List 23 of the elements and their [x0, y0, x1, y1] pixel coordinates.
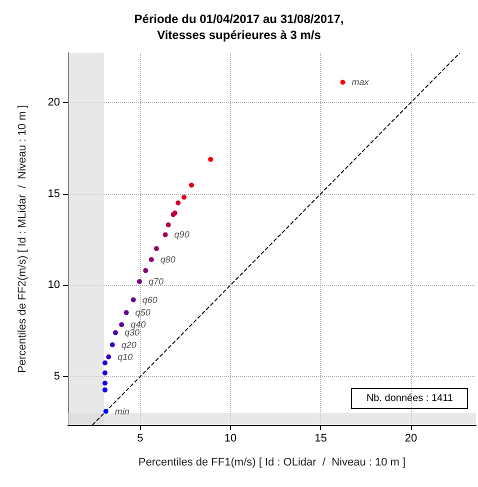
annotation: q60	[142, 294, 158, 305]
y-tick-label: 5	[54, 370, 60, 383]
annotation: q30	[124, 328, 140, 338]
annotation: max	[352, 77, 370, 88]
annotation: q50	[135, 308, 150, 318]
annotation: Nb. données : 1411	[351, 388, 468, 409]
x-tick-label: 15	[314, 432, 327, 444]
annotation: q80	[160, 254, 176, 265]
x-tick-label: 5	[137, 432, 144, 444]
x-axis-title: Percentiles de FF1(m/s) [ Id : OLidar / Niveau : 10 m ]	[138, 456, 406, 468]
annotation: min	[114, 406, 130, 416]
x-tick-label: 10	[224, 432, 237, 444]
annotation: q40	[130, 320, 146, 330]
x-tick-label: 20	[404, 432, 418, 444]
annotation: q20	[121, 340, 136, 350]
y-tick-label: 20	[48, 96, 60, 108]
annotation: q10	[118, 352, 133, 362]
y-tick-label: 15	[48, 188, 60, 200]
annotation: q70	[148, 276, 164, 286]
y-axis-title: Percentiles de FF2(m/s) [ Id : MLidar / Niveau : 10 m ]	[16, 105, 28, 373]
y-tick-label: 10	[48, 279, 60, 292]
chart-title: Période du 01/04/2017 au 31/08/2017, Vitesses supérieures à 3 m/s	[134, 12, 344, 42]
annotation: q90	[174, 230, 190, 240]
